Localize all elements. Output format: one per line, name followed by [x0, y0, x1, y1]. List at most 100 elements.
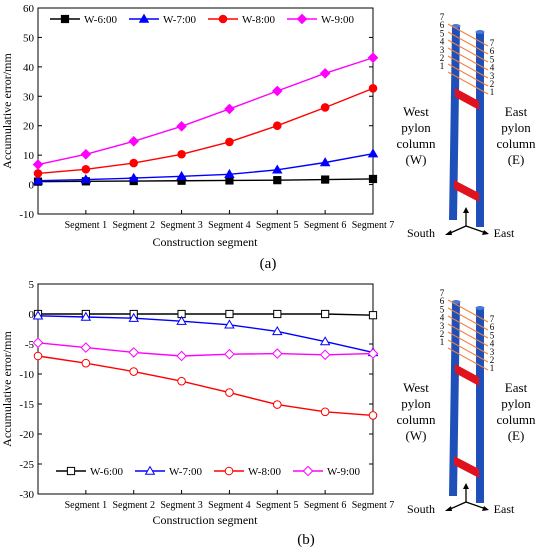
segment-number-west: 2	[440, 53, 445, 63]
segment-line	[447, 47, 489, 71]
segment-line	[447, 71, 489, 95]
data-point-W-9:00	[367, 348, 379, 359]
segment-line	[447, 63, 489, 87]
segment-number-east: 2	[490, 355, 495, 365]
x-tick-label: Segment 7	[352, 220, 395, 231]
data-point-W-9:00	[32, 337, 44, 349]
east-direction-label: East	[494, 502, 515, 516]
series-line-W-9:00	[37, 342, 374, 357]
y-tick-label: -5	[25, 339, 35, 351]
y-tick-label: 60	[23, 3, 35, 15]
x-tick-label: Segment 7	[352, 500, 395, 511]
east-column-label: (E)	[508, 152, 525, 167]
plot-frame-a	[37, 7, 374, 215]
up-arrowhead	[463, 483, 469, 489]
legend-marker-W-7:00	[144, 465, 156, 475]
segment-number-east: 5	[490, 330, 495, 340]
y-tick-label: -25	[19, 459, 34, 471]
west-column-label: pylon	[401, 396, 431, 411]
east-arrow	[465, 501, 487, 510]
east-column-top	[475, 306, 485, 310]
legend-label-W-6:00: W-6:00	[84, 14, 117, 26]
data-point-W-8:00	[320, 407, 330, 417]
segment-line	[447, 307, 489, 331]
y-tick-label: -30	[19, 489, 34, 501]
data-point-W-9:00	[319, 68, 331, 79]
data-point-W-7:00	[224, 319, 235, 329]
y-tick-label: -15	[19, 399, 34, 411]
x-axis-label-a: Construction segment	[153, 235, 259, 249]
segment-number-west: 2	[440, 329, 445, 339]
data-point-W-6:00	[273, 309, 282, 319]
east-arrow	[465, 225, 487, 234]
upper-cross-beam	[455, 364, 479, 386]
west-column-label: pylon	[401, 120, 431, 135]
x-tick-label: Segment 1	[65, 220, 108, 231]
segment-line	[447, 323, 489, 347]
x-tick-label: Segment 6	[304, 500, 347, 511]
legend-marker-W-9:00	[296, 13, 308, 25]
segment-line	[447, 299, 489, 323]
segment-number-east: 3	[490, 347, 495, 357]
legend-label-W-6:00: W-6:00	[90, 466, 123, 478]
data-point-W-7:00	[272, 164, 283, 174]
west-column-top	[451, 24, 461, 28]
segment-number-west: 6	[440, 20, 445, 30]
data-point-W-7:00	[128, 172, 139, 182]
data-point-W-8:00	[368, 411, 378, 420]
data-point-W-8:00	[225, 388, 234, 397]
data-point-W-6:00	[368, 174, 378, 184]
segment-number-west: 1	[440, 61, 445, 71]
x-tick-label: Segment 6	[304, 220, 347, 231]
data-point-W-8:00	[225, 137, 234, 147]
data-point-W-9:00	[271, 348, 283, 359]
x-axis-label-b: Construction segment	[153, 513, 259, 527]
east-column-label: column	[497, 136, 536, 151]
data-point-W-9:00	[128, 136, 140, 147]
y-tick-label: 40	[23, 62, 35, 74]
data-point-W-8:00	[33, 351, 43, 361]
data-point-W-9:00	[32, 159, 44, 170]
segment-number-east: 5	[490, 54, 495, 64]
east-column-top	[475, 30, 485, 34]
east-column-label: pylon	[501, 396, 531, 411]
y-tick-label: 50	[23, 32, 35, 44]
segment-number-east: 4	[490, 63, 495, 73]
data-point-W-7:00	[367, 148, 379, 158]
x-tick-label: Segment 5	[256, 220, 299, 231]
south-label: South	[407, 502, 435, 516]
west-column-top	[451, 300, 461, 304]
data-point-W-8:00	[129, 158, 139, 168]
data-point-W-7:00	[319, 336, 331, 346]
data-point-W-7:00	[319, 157, 331, 167]
segment-line	[447, 331, 489, 355]
east-arrowhead	[482, 506, 489, 511]
y-tick-label: 5	[29, 279, 35, 291]
data-point-W-9:00	[224, 103, 235, 115]
data-point-W-8:00	[368, 84, 378, 93]
legend-label-W-9:00: W-9:00	[321, 14, 354, 26]
segment-number-west: 7	[440, 12, 445, 22]
segment-number-east: 1	[490, 363, 495, 373]
east-column-label: East	[505, 104, 528, 119]
data-point-W-8:00	[177, 149, 186, 159]
upper-cross-beam	[455, 88, 479, 110]
y-tick-label: 30	[23, 91, 35, 103]
lower-cross-beam	[454, 456, 479, 478]
x-tick-label: Segment 2	[112, 220, 155, 231]
data-point-W-6:00	[321, 175, 330, 184]
data-point-W-8:00	[33, 169, 43, 178]
data-point-W-7:00	[176, 315, 187, 325]
legend-label-W-8:00: W-8:00	[248, 466, 281, 478]
segment-number-west: 6	[440, 296, 445, 306]
x-tick-label: Segment 2	[112, 500, 155, 511]
legend-marker-W-6:00	[66, 466, 76, 476]
data-point-W-8:00	[320, 103, 330, 112]
x-tick-label: Segment 4	[208, 500, 251, 511]
x-tick-label: Segment 1	[65, 500, 108, 511]
data-point-W-9:00	[176, 120, 187, 132]
y-tick-label: -10	[19, 209, 34, 221]
segment-line	[447, 315, 489, 339]
east-column-label: (E)	[508, 428, 525, 443]
